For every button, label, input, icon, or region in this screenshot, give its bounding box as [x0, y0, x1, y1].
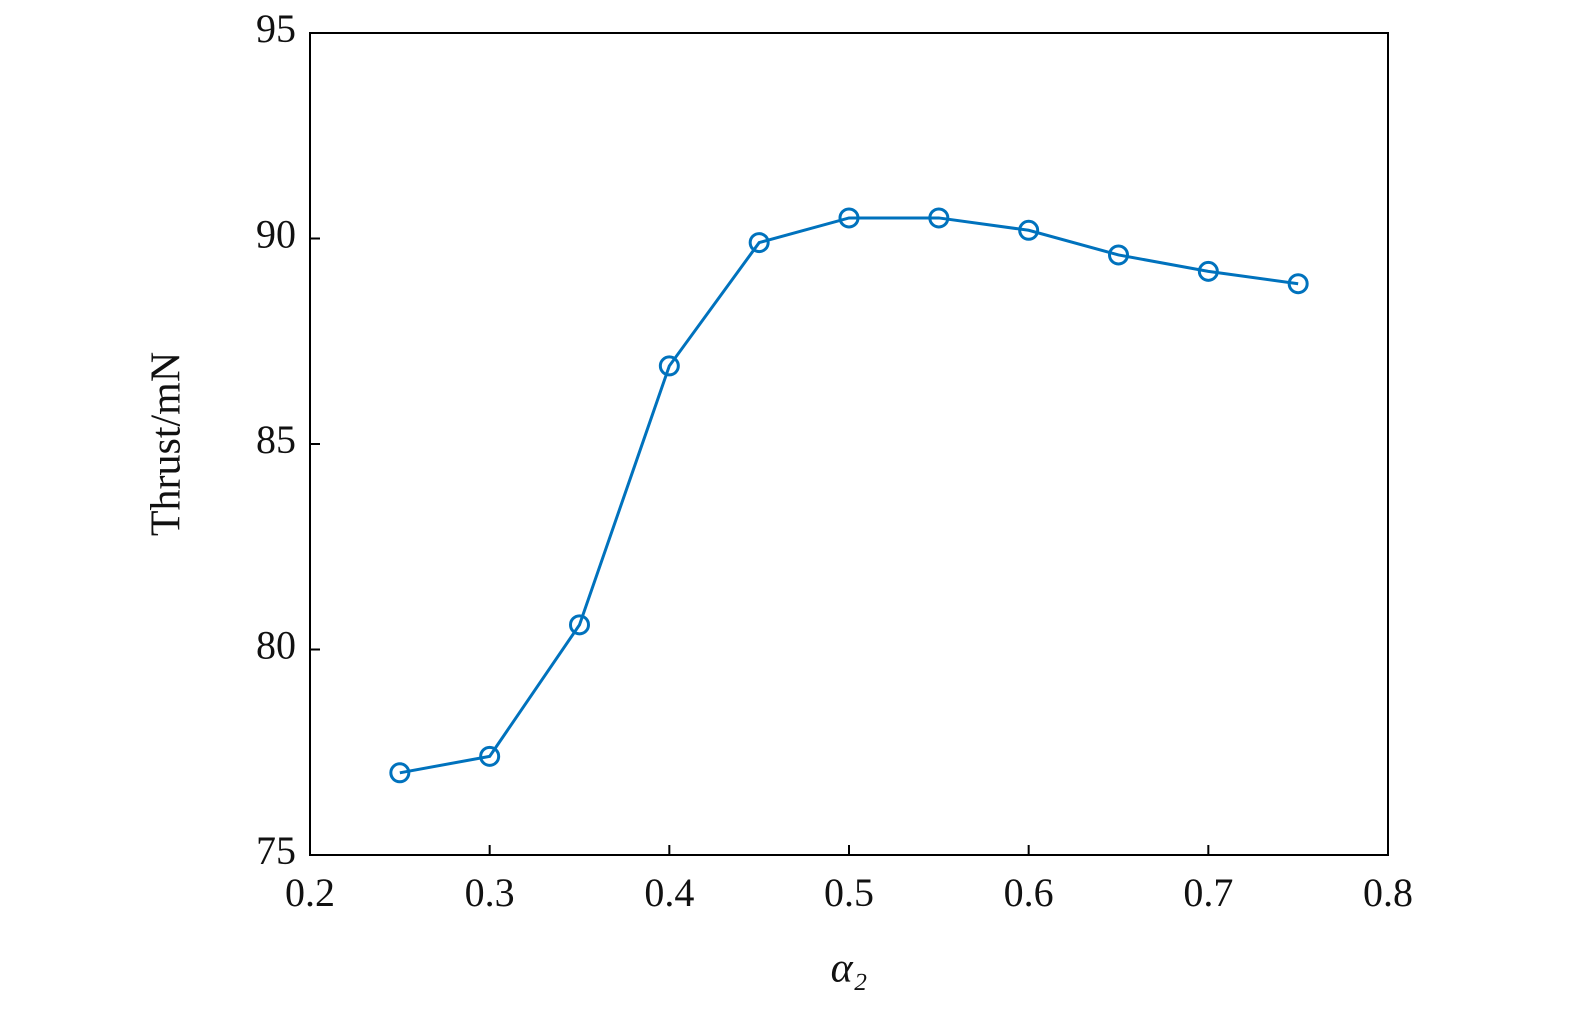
- data-point: [479, 745, 501, 767]
- data-point: [1197, 260, 1219, 282]
- y-tick-label: 80: [256, 623, 296, 668]
- x-tick-label: 0.2: [285, 870, 335, 915]
- y-axis-label: Thrust/mN: [144, 352, 190, 536]
- data-point: [838, 207, 860, 229]
- data-point: [1108, 244, 1129, 266]
- x-tick-label: 0.7: [1183, 870, 1233, 915]
- x-tick-label: 0.4: [644, 870, 694, 915]
- x-axis-label: α₂: [831, 946, 868, 992]
- data-point: [1287, 273, 1309, 295]
- y-tick-label: 85: [256, 417, 296, 462]
- x-tick-label: 0.6: [1004, 870, 1054, 915]
- data-point: [569, 614, 590, 636]
- x-tick-label: 0.3: [465, 870, 515, 915]
- x-tick-label: 0.5: [824, 870, 874, 915]
- y-tick-label: 90: [256, 212, 296, 257]
- y-tick-label: 75: [256, 828, 296, 873]
- y-tick-label: 95: [256, 6, 296, 51]
- data-point: [389, 762, 411, 784]
- data-point: [748, 232, 770, 254]
- data-point: [1018, 219, 1040, 241]
- plot-frame: [309, 32, 1389, 856]
- x-tick-label: 0.8: [1363, 870, 1413, 915]
- data-point: [928, 207, 950, 229]
- data-line: [399, 216, 1299, 775]
- data-point: [658, 355, 680, 377]
